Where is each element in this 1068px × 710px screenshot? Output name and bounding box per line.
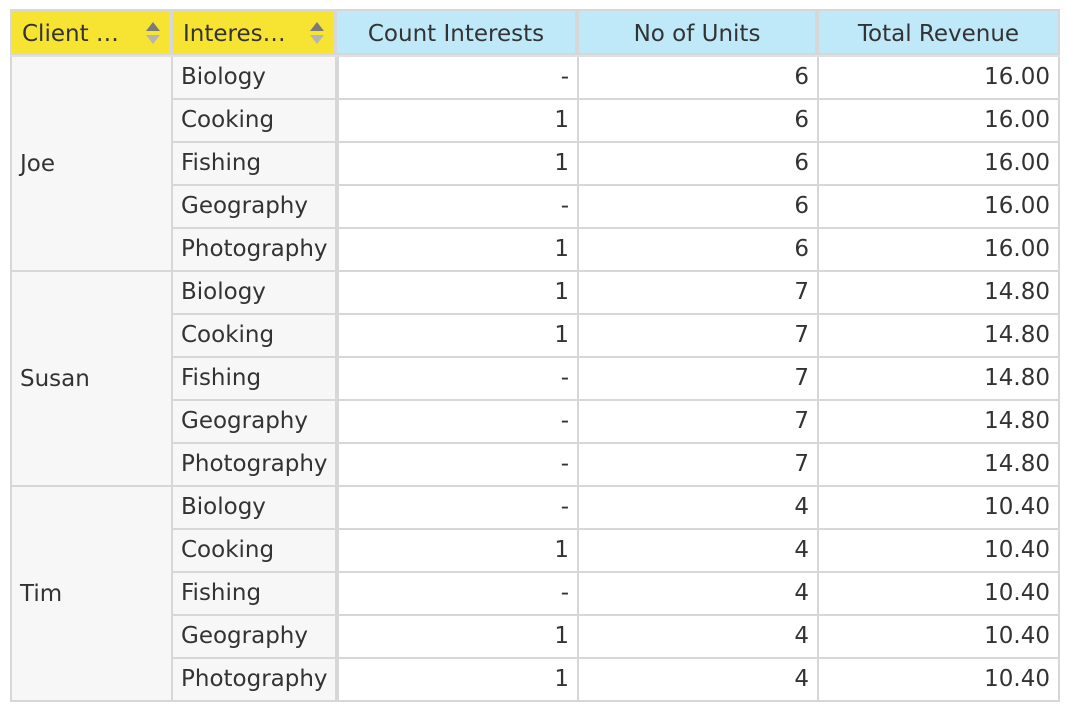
sort-icon[interactable] bbox=[146, 22, 160, 46]
interest-row-header[interactable]: Photography bbox=[171, 229, 335, 272]
total-revenue-cell[interactable]: 14.80 bbox=[817, 401, 1060, 444]
row-field-header-label: Interest ... bbox=[183, 21, 293, 47]
count-interests-cell[interactable]: - bbox=[335, 57, 577, 100]
total-revenue-cell[interactable]: 14.80 bbox=[817, 444, 1060, 487]
no-of-units-cell[interactable]: 7 bbox=[577, 358, 817, 401]
measure-header-label: Total Revenue bbox=[857, 21, 1020, 47]
total-revenue-cell[interactable]: 14.80 bbox=[817, 315, 1060, 358]
total-revenue-cell[interactable]: 10.40 bbox=[817, 487, 1060, 530]
interest-row-header[interactable]: Cooking bbox=[171, 315, 335, 358]
total-revenue-cell[interactable]: 16.00 bbox=[817, 100, 1060, 143]
count-interests-cell[interactable]: 1 bbox=[335, 100, 577, 143]
interest-row-header[interactable]: Biology bbox=[171, 487, 335, 530]
interest-row-header[interactable]: Biology bbox=[171, 272, 335, 315]
count-interests-cell[interactable]: 1 bbox=[335, 143, 577, 186]
count-interests-cell[interactable]: 1 bbox=[335, 659, 577, 702]
total-revenue-cell[interactable]: 16.00 bbox=[817, 229, 1060, 272]
count-interests-cell[interactable]: - bbox=[335, 487, 577, 530]
total-revenue-cell[interactable]: 16.00 bbox=[817, 186, 1060, 229]
total-revenue-cell[interactable]: 10.40 bbox=[817, 659, 1060, 702]
sort-icon[interactable] bbox=[310, 22, 324, 46]
count-interests-cell[interactable]: 1 bbox=[335, 229, 577, 272]
count-interests-cell[interactable]: - bbox=[335, 444, 577, 487]
measure-header-label: No of Units bbox=[633, 21, 761, 47]
total-revenue-cell[interactable]: 16.00 bbox=[817, 57, 1060, 100]
no-of-units-cell[interactable]: 6 bbox=[577, 229, 817, 272]
count-interests-cell[interactable]: 1 bbox=[335, 272, 577, 315]
count-interests-cell[interactable]: - bbox=[335, 186, 577, 229]
count-interests-cell[interactable]: - bbox=[335, 358, 577, 401]
row-field-header-interest[interactable]: Interest ... bbox=[171, 9, 335, 55]
row-field-header-client[interactable]: Client N... bbox=[10, 9, 171, 55]
interest-row-header[interactable]: Photography bbox=[171, 659, 335, 702]
total-revenue-cell[interactable]: 14.80 bbox=[817, 358, 1060, 401]
client-name: Tim bbox=[20, 580, 63, 607]
no-of-units-cell[interactable]: 4 bbox=[577, 659, 817, 702]
interest-row-header[interactable]: Photography bbox=[171, 444, 335, 487]
row-field-header-label: Client N... bbox=[22, 21, 132, 47]
no-of-units-cell[interactable]: 7 bbox=[577, 272, 817, 315]
no-of-units-cell[interactable]: 4 bbox=[577, 616, 817, 659]
measure-header-total-revenue[interactable]: Total Revenue bbox=[817, 9, 1060, 55]
client-row-header[interactable]: Susan bbox=[10, 272, 171, 487]
interest-row-header[interactable]: Cooking bbox=[171, 100, 335, 143]
no-of-units-cell[interactable]: 6 bbox=[577, 186, 817, 229]
interest-row-header[interactable]: Cooking bbox=[171, 530, 335, 573]
count-interests-cell[interactable]: - bbox=[335, 401, 577, 444]
no-of-units-cell[interactable]: 7 bbox=[577, 315, 817, 358]
client-row-header[interactable]: Tim bbox=[10, 487, 171, 702]
no-of-units-cell[interactable]: 7 bbox=[577, 401, 817, 444]
count-interests-cell[interactable]: 1 bbox=[335, 315, 577, 358]
interest-row-header[interactable]: Biology bbox=[171, 57, 335, 100]
no-of-units-cell[interactable]: 4 bbox=[577, 487, 817, 530]
total-revenue-cell[interactable]: 14.80 bbox=[817, 272, 1060, 315]
no-of-units-cell[interactable]: 4 bbox=[577, 573, 817, 616]
total-revenue-cell[interactable]: 10.40 bbox=[817, 616, 1060, 659]
client-row-header[interactable]: Joe bbox=[10, 57, 171, 272]
header-divider bbox=[10, 55, 1060, 57]
interest-row-header[interactable]: Fishing bbox=[171, 573, 335, 616]
interest-row-header[interactable]: Fishing bbox=[171, 358, 335, 401]
count-interests-cell[interactable]: 1 bbox=[335, 530, 577, 573]
pivot-table: Client N... Interest ... Count Interests… bbox=[10, 9, 1060, 702]
measure-header-count-interests[interactable]: Count Interests bbox=[335, 9, 577, 55]
client-name: Susan bbox=[20, 365, 90, 392]
client-name: Joe bbox=[20, 150, 56, 177]
no-of-units-cell[interactable]: 6 bbox=[577, 143, 817, 186]
interest-row-header[interactable]: Geography bbox=[171, 616, 335, 659]
interest-row-header[interactable]: Geography bbox=[171, 186, 335, 229]
no-of-units-cell[interactable]: 4 bbox=[577, 530, 817, 573]
interest-row-header[interactable]: Geography bbox=[171, 401, 335, 444]
total-revenue-cell[interactable]: 10.40 bbox=[817, 573, 1060, 616]
no-of-units-cell[interactable]: 7 bbox=[577, 444, 817, 487]
interest-row-header[interactable]: Fishing bbox=[171, 143, 335, 186]
total-revenue-cell[interactable]: 16.00 bbox=[817, 143, 1060, 186]
count-interests-cell[interactable]: - bbox=[335, 573, 577, 616]
no-of-units-cell[interactable]: 6 bbox=[577, 57, 817, 100]
no-of-units-cell[interactable]: 6 bbox=[577, 100, 817, 143]
total-revenue-cell[interactable]: 10.40 bbox=[817, 530, 1060, 573]
measure-header-label: Count Interests bbox=[367, 21, 545, 47]
count-interests-cell[interactable]: 1 bbox=[335, 616, 577, 659]
measure-header-no-of-units[interactable]: No of Units bbox=[577, 9, 817, 55]
